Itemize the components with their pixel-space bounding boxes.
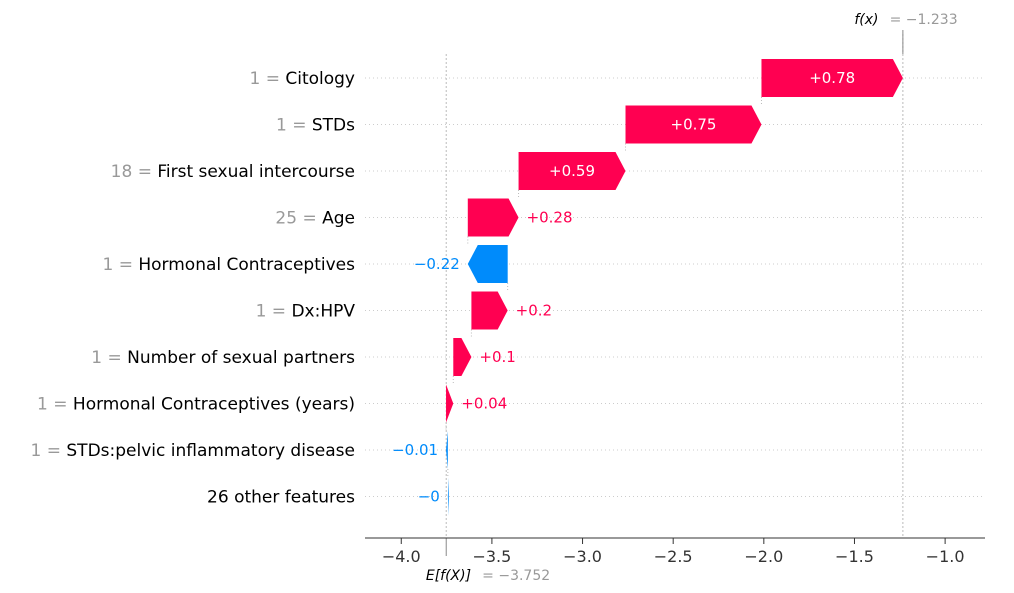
final-value-annotation: f(x) = −1.233 (854, 9, 957, 28)
bar-value-label: −0.22 (414, 255, 460, 273)
feature-label: 1 = Hormonal Contraceptives (102, 255, 355, 275)
feature-value: 1 = (31, 441, 67, 461)
final-value-number: = −1.233 (890, 12, 958, 28)
reference-lines (445, 30, 904, 556)
feature-name: STDs:pelvic inflammatory disease (66, 441, 355, 461)
feature-label: 18 = First sexual intercourse (111, 162, 355, 182)
bar-value-label: +0.2 (516, 302, 552, 320)
feature-value: 1 = (91, 348, 127, 368)
x-tick-label: −1.0 (926, 547, 965, 566)
feature-value: 1 = (102, 255, 138, 275)
feature-value: 1 = (276, 116, 312, 136)
waterfall-bar (447, 477, 449, 516)
feature-label: 1 = Hormonal Contraceptives (years) (37, 395, 355, 415)
feature-name: Hormonal Contraceptives (years) (73, 395, 355, 415)
bar-value-label: +0.59 (549, 162, 595, 180)
feature-label: 25 = Age (275, 209, 355, 229)
waterfall-bar (471, 291, 508, 330)
x-tick-label: −3.5 (472, 547, 511, 566)
waterfall-bar (625, 105, 762, 144)
feature-label: 26 other features (207, 488, 355, 508)
feature-name: First sexual intercourse (157, 162, 355, 182)
x-tick-label: −3.0 (563, 547, 602, 566)
bar-value-label: −0 (418, 488, 440, 506)
feature-name: Hormonal Contraceptives (138, 255, 355, 275)
feature-label: 1 = STDs:pelvic inflammatory disease (31, 441, 355, 461)
waterfall-bar (446, 384, 454, 423)
feature-name: 26 other features (207, 488, 355, 508)
waterfall-bar (761, 59, 903, 97)
feature-name: Number of sexual partners (127, 348, 355, 368)
feature-label: 1 = Number of sexual partners (91, 348, 355, 368)
x-tick-label: −1.5 (835, 547, 874, 566)
bar-value-label: +0.78 (809, 69, 855, 87)
feature-name: Age (322, 209, 355, 229)
waterfall-bar (446, 431, 448, 469)
base-value-label: E[f(X)] (426, 568, 471, 584)
feature-name: Citology (285, 69, 355, 89)
x-tick-label: −4.0 (382, 547, 421, 566)
x-tick-label: −2.0 (744, 547, 783, 566)
bars: +0.78 +0.75 +0.59 +0.28 −0.22 +0.2 +0.1 +0.04 −0… (392, 59, 903, 516)
bar-value-label: +0.75 (671, 116, 717, 134)
waterfall-bar (467, 245, 508, 283)
feature-label: 1 = Citology (249, 69, 355, 89)
final-value-label: f(x) (854, 12, 878, 28)
feature-value: 25 = (275, 209, 322, 229)
bar-value-label: +0.04 (461, 395, 507, 413)
base-value-number: = −3.752 (482, 568, 550, 584)
x-axis: −4.0 −3.5 −3.0 −2.5 −2.0 −1.5 −1.0 (365, 537, 985, 566)
feature-value: 1 = (256, 302, 292, 322)
feature-name: STDs (312, 116, 355, 136)
bar-value-label: +0.1 (479, 348, 515, 366)
feature-name: Dx:HPV (291, 302, 355, 322)
feature-value: 18 = (111, 162, 158, 182)
bar-value-label: −0.01 (392, 441, 438, 459)
waterfall-bar (518, 152, 626, 190)
feature-label: 1 = Dx:HPV (256, 302, 356, 322)
waterfall-bar (467, 198, 519, 237)
bar-value-label: +0.28 (527, 209, 573, 227)
feature-value: 1 = (249, 69, 285, 89)
feature-value: 1 = (37, 395, 73, 415)
x-tick-label: −2.5 (654, 547, 693, 566)
feature-label: 1 = STDs (276, 116, 355, 136)
base-value-annotation: E[f(X)] = −3.752 (426, 565, 550, 584)
waterfall-bar (453, 338, 472, 376)
